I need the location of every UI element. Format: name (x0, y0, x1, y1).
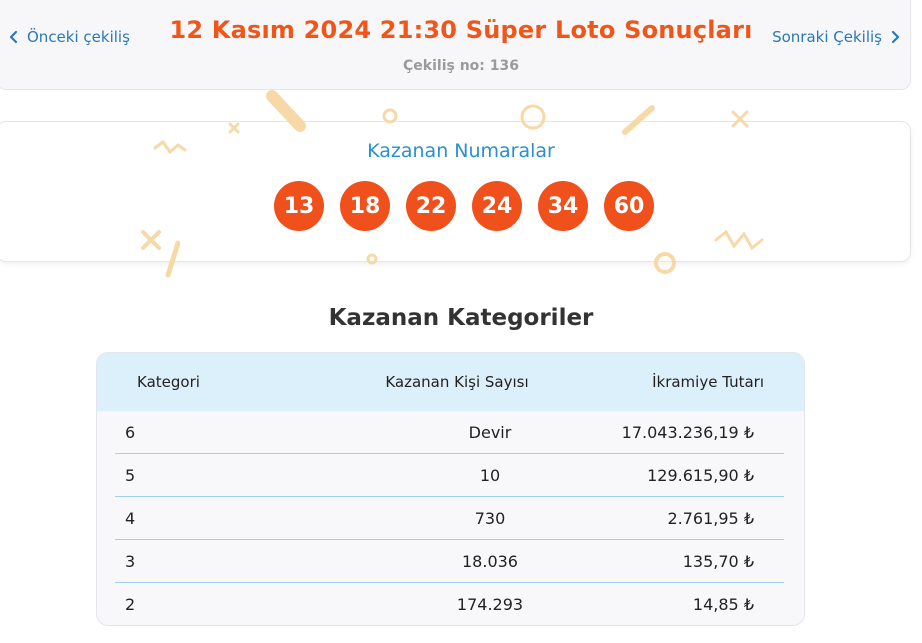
winning-numbers-title: Kazanan Numaralar (367, 140, 555, 162)
column-header-category: Kategori (137, 373, 200, 391)
number-ball: 22 (406, 181, 456, 231)
category-cell: 3 (125, 551, 136, 571)
number-ball: 24 (472, 181, 522, 231)
number-ball: 60 (604, 181, 654, 231)
table-row: 5 10 129.615,90 ₺ (115, 454, 784, 497)
categories-table: Kategori Kazanan Kişi Sayısı İkramiye Tu… (96, 352, 805, 626)
table-row: 2 174.293 14,85 ₺ (115, 583, 784, 625)
categories-title: Kazanan Kategoriler (328, 305, 594, 331)
draw-header (0, 0, 911, 90)
winners-cell: Devir (468, 422, 512, 442)
column-header-winners: Kazanan Kişi Sayısı (385, 373, 529, 391)
column-header-prize: İkramiye Tutarı (652, 373, 764, 391)
category-cell: 2 (125, 595, 136, 614)
winners-cell: 174.293 (456, 595, 524, 614)
previous-draw-link[interactable]: Önceki çekiliş (7, 28, 130, 46)
number-ball: 18 (340, 181, 390, 231)
prize-cell: 17.043.236,19 ₺ (621, 422, 754, 442)
prize-cell: 2.761,95 ₺ (667, 508, 754, 528)
winners-cell: 10 (479, 465, 501, 485)
next-draw-label[interactable]: Sonraki Çekiliş (772, 28, 882, 46)
chevron-right-icon (891, 30, 900, 44)
draw-number: Çekiliş no: 136 (403, 58, 519, 74)
category-cell: 4 (125, 508, 136, 528)
table-header: Kategori Kazanan Kişi Sayısı İkramiye Tu… (97, 353, 804, 411)
page-title: 12 Kasım 2024 21:30 Süper Loto Sonuçları (169, 16, 753, 44)
chevron-left-icon (9, 30, 18, 44)
winners-cell: 730 (474, 508, 506, 528)
table-row: 6 Devir 17.043.236,19 ₺ (115, 411, 784, 454)
number-ball: 34 (538, 181, 588, 231)
winning-numbers-list: 13 18 22 24 34 60 (0, 181, 922, 231)
winners-cell: 18.036 (462, 551, 518, 571)
table-row: 3 18.036 135,70 ₺ (115, 540, 784, 583)
prize-cell: 135,70 ₺ (682, 551, 754, 571)
prize-cell: 14,85 ₺ (692, 595, 754, 614)
previous-draw-label[interactable]: Önceki çekiliş (27, 28, 130, 46)
next-draw-link[interactable]: Sonraki Çekiliş (772, 28, 902, 46)
number-ball: 13 (274, 181, 324, 231)
category-cell: 6 (125, 422, 136, 442)
category-cell: 5 (125, 465, 136, 485)
table-row: 4 730 2.761,95 ₺ (115, 497, 784, 540)
prize-cell: 129.615,90 ₺ (647, 465, 754, 485)
